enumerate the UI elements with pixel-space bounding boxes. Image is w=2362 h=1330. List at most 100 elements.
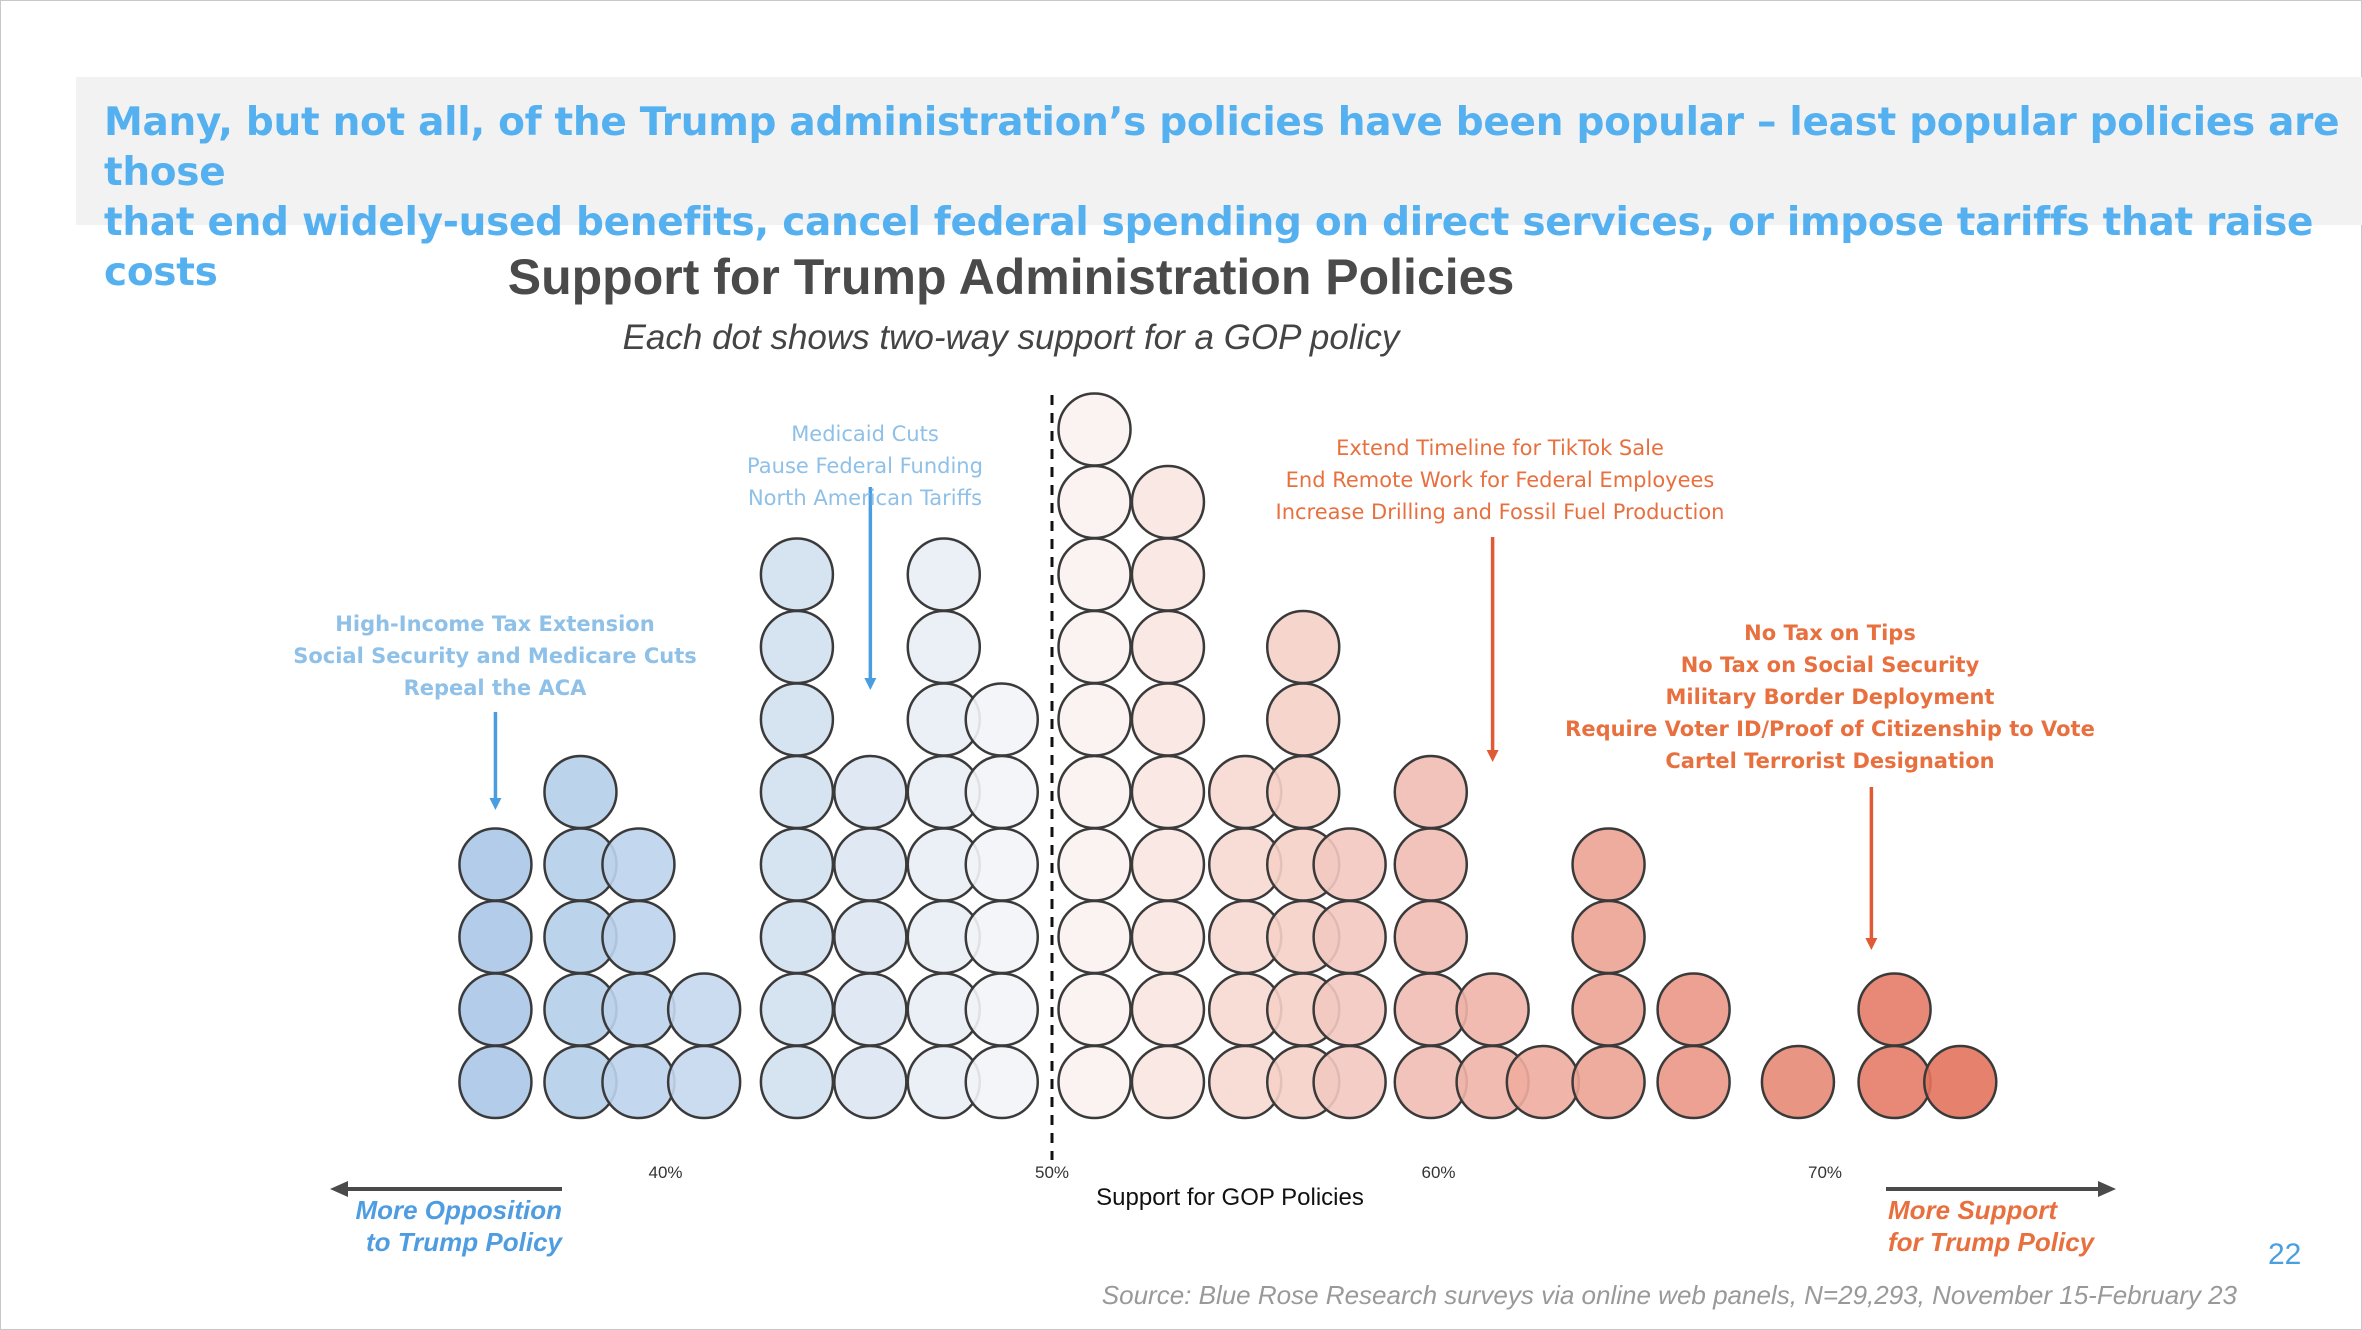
policy-dot [964, 754, 1040, 830]
annotation-arrow [864, 487, 877, 690]
policy-dot [759, 899, 835, 975]
direction-arrow-left [330, 1181, 562, 1197]
headline-line-1: Many, but not all, of the Trump administ… [104, 100, 2340, 195]
annotation-item: Pause Federal Funding [747, 454, 983, 478]
source-note: Source: Blue Rose Research surveys via o… [1101, 1280, 2237, 1310]
policy-dot [1265, 609, 1341, 685]
annotation-item: Require Voter ID/Proof of Citizenship to… [1565, 717, 2095, 741]
x-tick-label: 40% [648, 1163, 682, 1182]
policy-dot [1057, 682, 1132, 757]
annotation-item: Medicaid Cuts [791, 422, 939, 446]
policy-dot [1455, 972, 1530, 1047]
policy-dot [1571, 827, 1646, 902]
more-opposition-label: More Opposition to Trump Policy [330, 1194, 562, 1258]
policy-dot [458, 1044, 533, 1120]
more-support-line-2: for Trump Policy [1888, 1227, 2095, 1257]
policy-dot [601, 827, 676, 902]
annotation-arrow [1486, 537, 1499, 762]
policy-dot [1571, 1044, 1646, 1120]
policy-dot [1312, 1044, 1387, 1120]
policy-dot [1265, 754, 1341, 830]
policy-dot [833, 754, 908, 830]
policy-dot [1057, 827, 1132, 902]
policy-dot [964, 899, 1040, 975]
policy-dot [906, 537, 982, 612]
x-tick-label: 50% [1035, 1163, 1069, 1182]
policy-dot [1393, 899, 1469, 975]
headline-line-2: that end widely-used benefits, cancel fe… [104, 200, 2314, 295]
policy-dot [906, 609, 982, 685]
annotation-item: Repeal the ACA [403, 676, 587, 700]
policy-dot [1393, 754, 1469, 830]
policy-dot [1571, 899, 1646, 975]
annotation-item: Increase Drilling and Fossil Fuel Produc… [1275, 500, 1725, 524]
page-number: 22 [2268, 1238, 2302, 1271]
policy-dot [759, 827, 835, 902]
policy-dot [1130, 827, 1206, 902]
policy-dot [458, 827, 533, 902]
policy-dot [1130, 1044, 1206, 1120]
annotation-item: No Tax on Tips [1744, 621, 1916, 645]
policy-dot [833, 1044, 908, 1120]
annotation-item: Extend Timeline for TikTok Sale [1336, 436, 1664, 460]
policy-dot [964, 682, 1040, 757]
x-tick-label: 60% [1421, 1163, 1455, 1182]
more-support-line-1: More Support [1888, 1195, 2057, 1225]
annotation-item: No Tax on Social Security [1680, 653, 1980, 677]
annotation-item: End Remote Work for Federal Employees [1285, 468, 1715, 492]
policy-dot [1857, 972, 1932, 1047]
policy-dot [964, 972, 1040, 1047]
policy-dot [666, 972, 742, 1047]
policy-dot [964, 827, 1040, 902]
policy-dot [1130, 899, 1206, 975]
policy-dot [1312, 827, 1387, 902]
policy-dot [759, 537, 835, 612]
policy-dot [833, 972, 908, 1047]
policy-dot [1130, 609, 1206, 685]
policy-dot [1312, 899, 1387, 975]
policy-dot [759, 609, 835, 685]
policy-dot [1312, 972, 1387, 1047]
annotation-popular-group: Extend Timeline for TikTok Sale End Remo… [1230, 432, 1770, 528]
policy-dot [1571, 972, 1646, 1047]
policy-dot [833, 827, 908, 902]
annotation-item: Social Security and Medicare Cuts [293, 644, 697, 668]
policy-dot [1057, 392, 1132, 467]
chart-title: Support for Trump Administration Policie… [507, 249, 1515, 305]
policy-dot [1505, 1044, 1581, 1120]
policy-dot [1656, 972, 1731, 1047]
policy-dot [1057, 972, 1132, 1047]
policy-dot [1760, 1044, 1836, 1120]
policy-dot [1656, 1044, 1731, 1120]
policy-dot [1857, 1044, 1932, 1120]
policy-dot [1057, 754, 1132, 830]
annotation-arrow [1865, 787, 1878, 950]
slide-headline: Many, but not all, of the Trump administ… [104, 98, 2344, 298]
policy-dot [601, 972, 676, 1047]
policy-dot [458, 972, 533, 1047]
policy-dot [601, 1044, 676, 1120]
policy-dot [543, 754, 618, 830]
x-axis-ticks: 40% 50% 60% 70% [648, 1163, 1842, 1182]
policy-dot [1130, 972, 1206, 1047]
policy-dot [1923, 1044, 1998, 1120]
annotation-item: Cartel Terrorist Designation [1665, 749, 1995, 773]
direction-arrow-right [1886, 1181, 2116, 1197]
more-opposition-line-1: More Opposition [355, 1195, 562, 1225]
more-opposition-line-2: to Trump Policy [366, 1227, 562, 1257]
dots-layer [458, 392, 1998, 1120]
policy-dot [1130, 537, 1206, 612]
chart-subtitle: Each dot shows two-way support for a GOP… [622, 318, 1400, 357]
policy-dot [759, 1044, 835, 1120]
annotation-item: North American Tariffs [747, 486, 983, 510]
policy-dot [1130, 464, 1206, 540]
annotation-item: Military Border Deployment [1665, 685, 1995, 709]
policy-dot [666, 1044, 742, 1120]
policy-dot [759, 682, 835, 757]
policy-dot [1393, 827, 1469, 902]
policy-dot [759, 972, 835, 1047]
more-support-label: More Support for Trump Policy [1888, 1194, 2148, 1258]
policy-dot [1130, 682, 1206, 757]
policy-dot [1265, 682, 1341, 757]
